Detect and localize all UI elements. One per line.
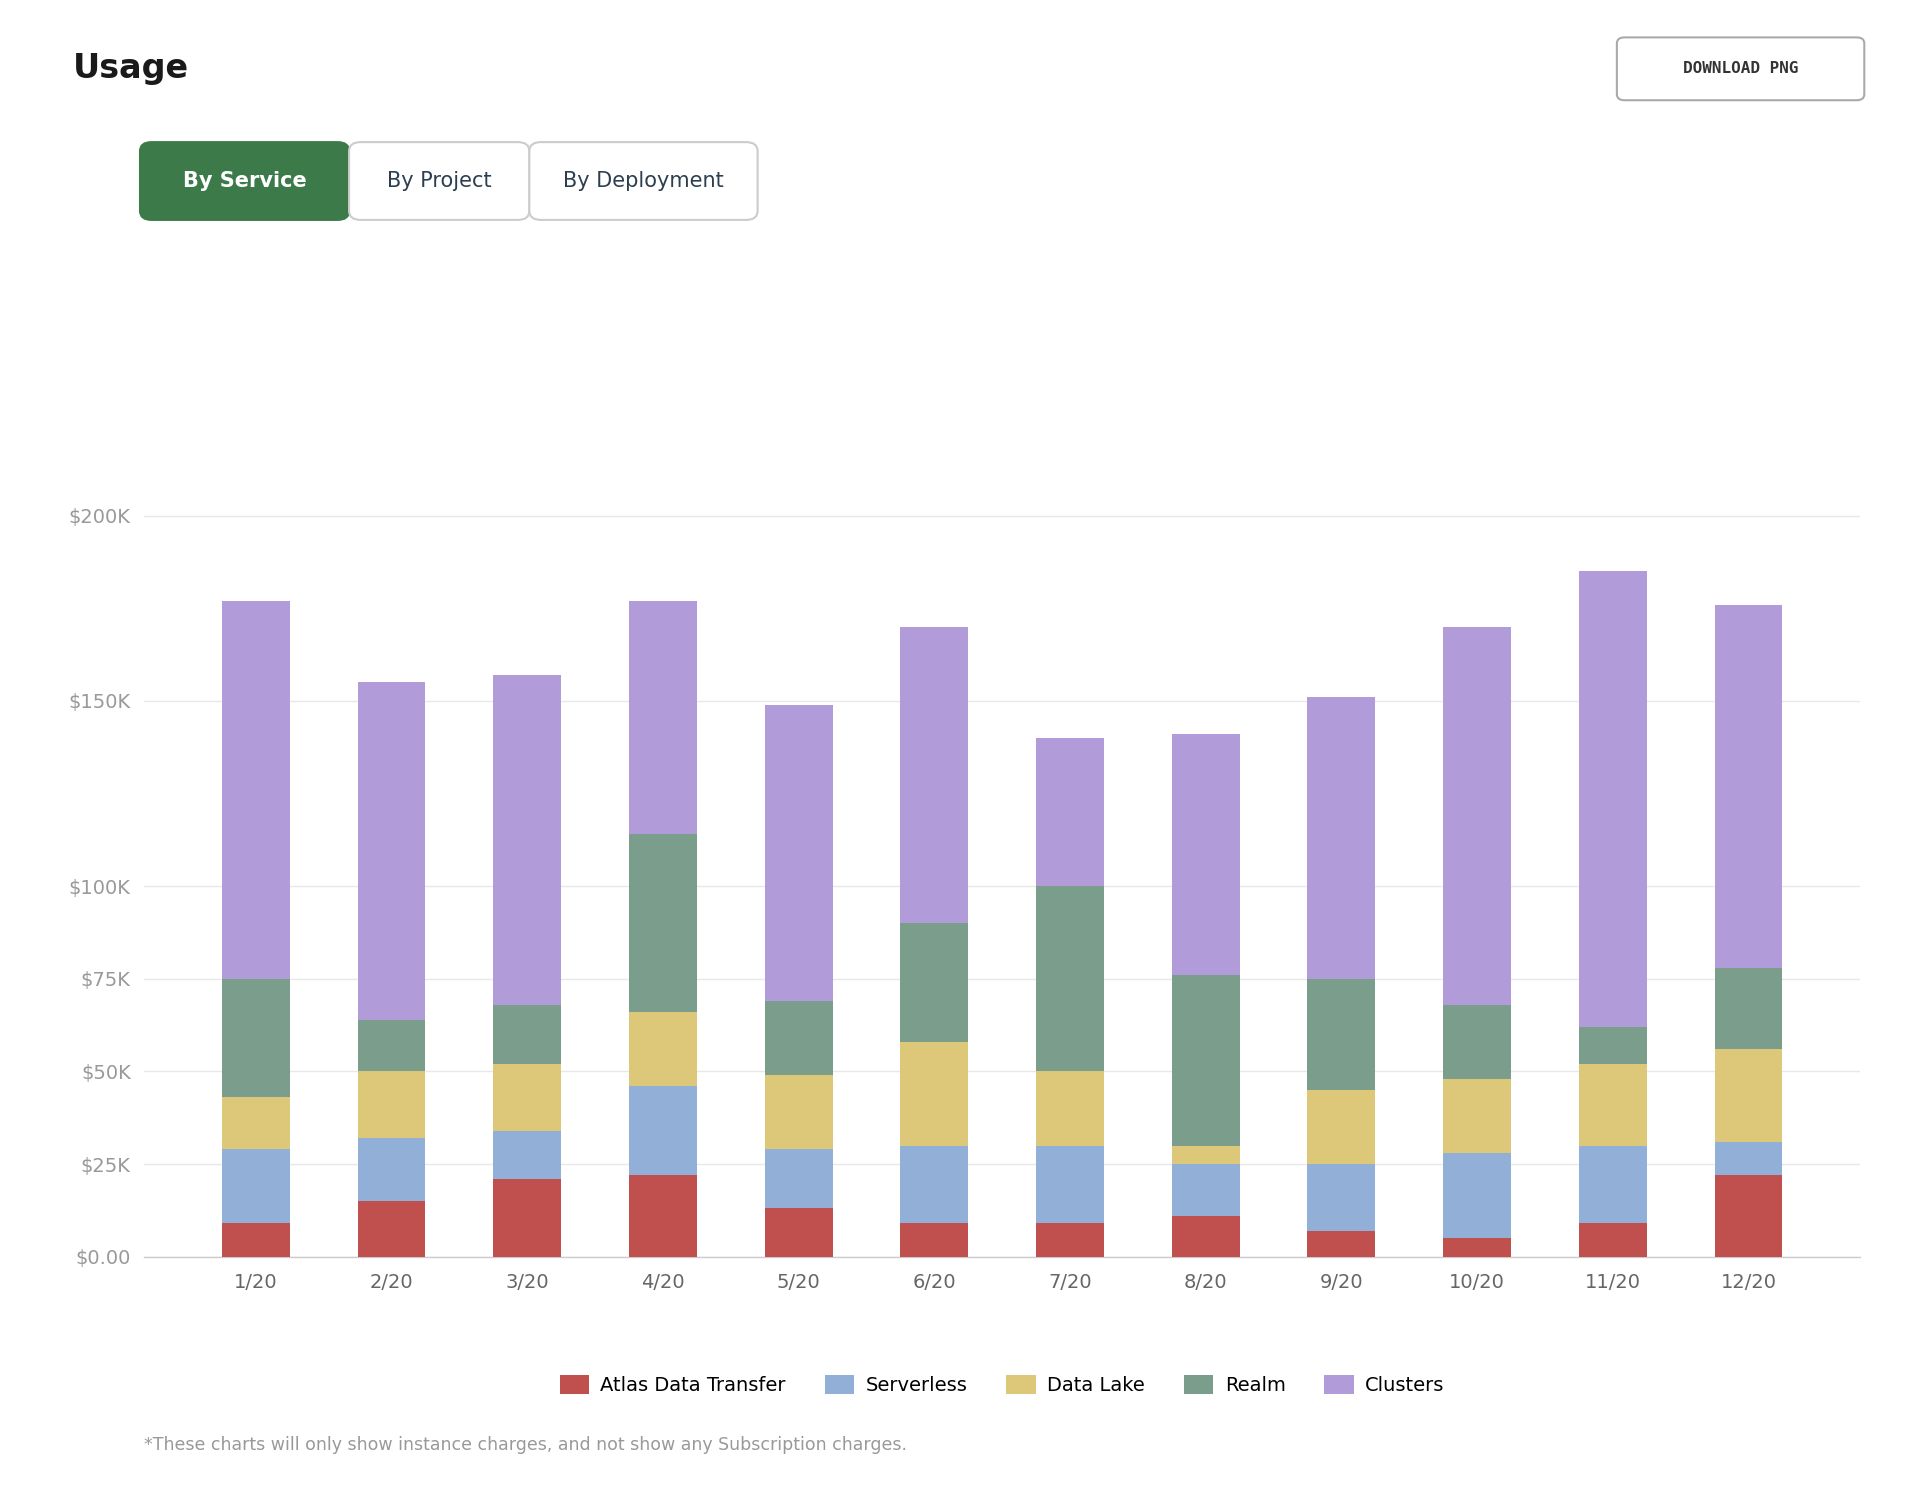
Bar <box>1442 1153 1511 1239</box>
Bar <box>900 1146 969 1224</box>
Bar <box>765 1209 832 1257</box>
Bar <box>1036 1071 1105 1146</box>
Bar <box>900 1041 969 1146</box>
Bar <box>1172 1146 1239 1164</box>
Bar <box>1715 968 1782 1049</box>
Bar <box>765 1149 832 1209</box>
Bar <box>222 1149 290 1224</box>
Bar <box>1308 1164 1375 1231</box>
Bar <box>222 978 290 1098</box>
Bar <box>629 1086 696 1176</box>
Bar <box>765 1001 832 1076</box>
Bar <box>1172 1164 1239 1216</box>
Bar <box>357 682 426 1020</box>
Bar <box>1172 735 1239 975</box>
Bar <box>765 705 832 1001</box>
Bar <box>357 1201 426 1257</box>
Bar <box>1579 1026 1648 1064</box>
Bar <box>1036 886 1105 1071</box>
Bar <box>1442 1005 1511 1079</box>
Bar <box>222 1224 290 1257</box>
Bar <box>765 1076 832 1149</box>
Bar <box>1308 1231 1375 1257</box>
Bar <box>493 1179 562 1257</box>
Bar <box>1308 978 1375 1091</box>
Bar <box>1172 975 1239 1146</box>
Bar <box>1579 1064 1648 1146</box>
Bar <box>1715 1176 1782 1257</box>
Bar <box>1036 1224 1105 1257</box>
Bar <box>222 1098 290 1149</box>
Text: By Service: By Service <box>182 171 307 191</box>
Bar <box>1579 1146 1648 1224</box>
Text: DOWNLOAD PNG: DOWNLOAD PNG <box>1682 61 1799 76</box>
Bar <box>900 627 969 923</box>
Bar <box>1442 1079 1511 1153</box>
Bar <box>1172 1216 1239 1257</box>
Bar <box>1308 697 1375 978</box>
Bar <box>357 1020 426 1071</box>
Bar <box>493 1131 562 1179</box>
Bar <box>900 1224 969 1257</box>
Bar <box>1036 738 1105 886</box>
Bar <box>493 1005 562 1064</box>
Bar <box>493 675 562 1005</box>
Bar <box>900 923 969 1041</box>
Legend: Atlas Data Transfer, Serverless, Data Lake, Realm, Clusters: Atlas Data Transfer, Serverless, Data La… <box>552 1367 1452 1403</box>
Bar <box>1579 1224 1648 1257</box>
Text: Usage: Usage <box>73 52 190 85</box>
Bar <box>629 1013 696 1086</box>
Bar <box>629 1176 696 1257</box>
Bar <box>1442 1239 1511 1257</box>
Bar <box>493 1064 562 1131</box>
Bar <box>1715 1049 1782 1141</box>
Bar <box>629 601 696 835</box>
Bar <box>1308 1091 1375 1164</box>
Text: *These charts will only show instance charges, and not show any Subscription cha: *These charts will only show instance ch… <box>144 1436 907 1454</box>
Bar <box>1442 627 1511 1005</box>
Bar <box>629 835 696 1013</box>
Bar <box>1579 571 1648 1026</box>
Text: By Project: By Project <box>387 171 491 191</box>
Bar <box>222 601 290 978</box>
Bar <box>1036 1146 1105 1224</box>
Bar <box>357 1071 426 1138</box>
Bar <box>357 1138 426 1201</box>
Text: By Deployment: By Deployment <box>564 171 723 191</box>
Bar <box>1715 604 1782 968</box>
Bar <box>1715 1141 1782 1176</box>
